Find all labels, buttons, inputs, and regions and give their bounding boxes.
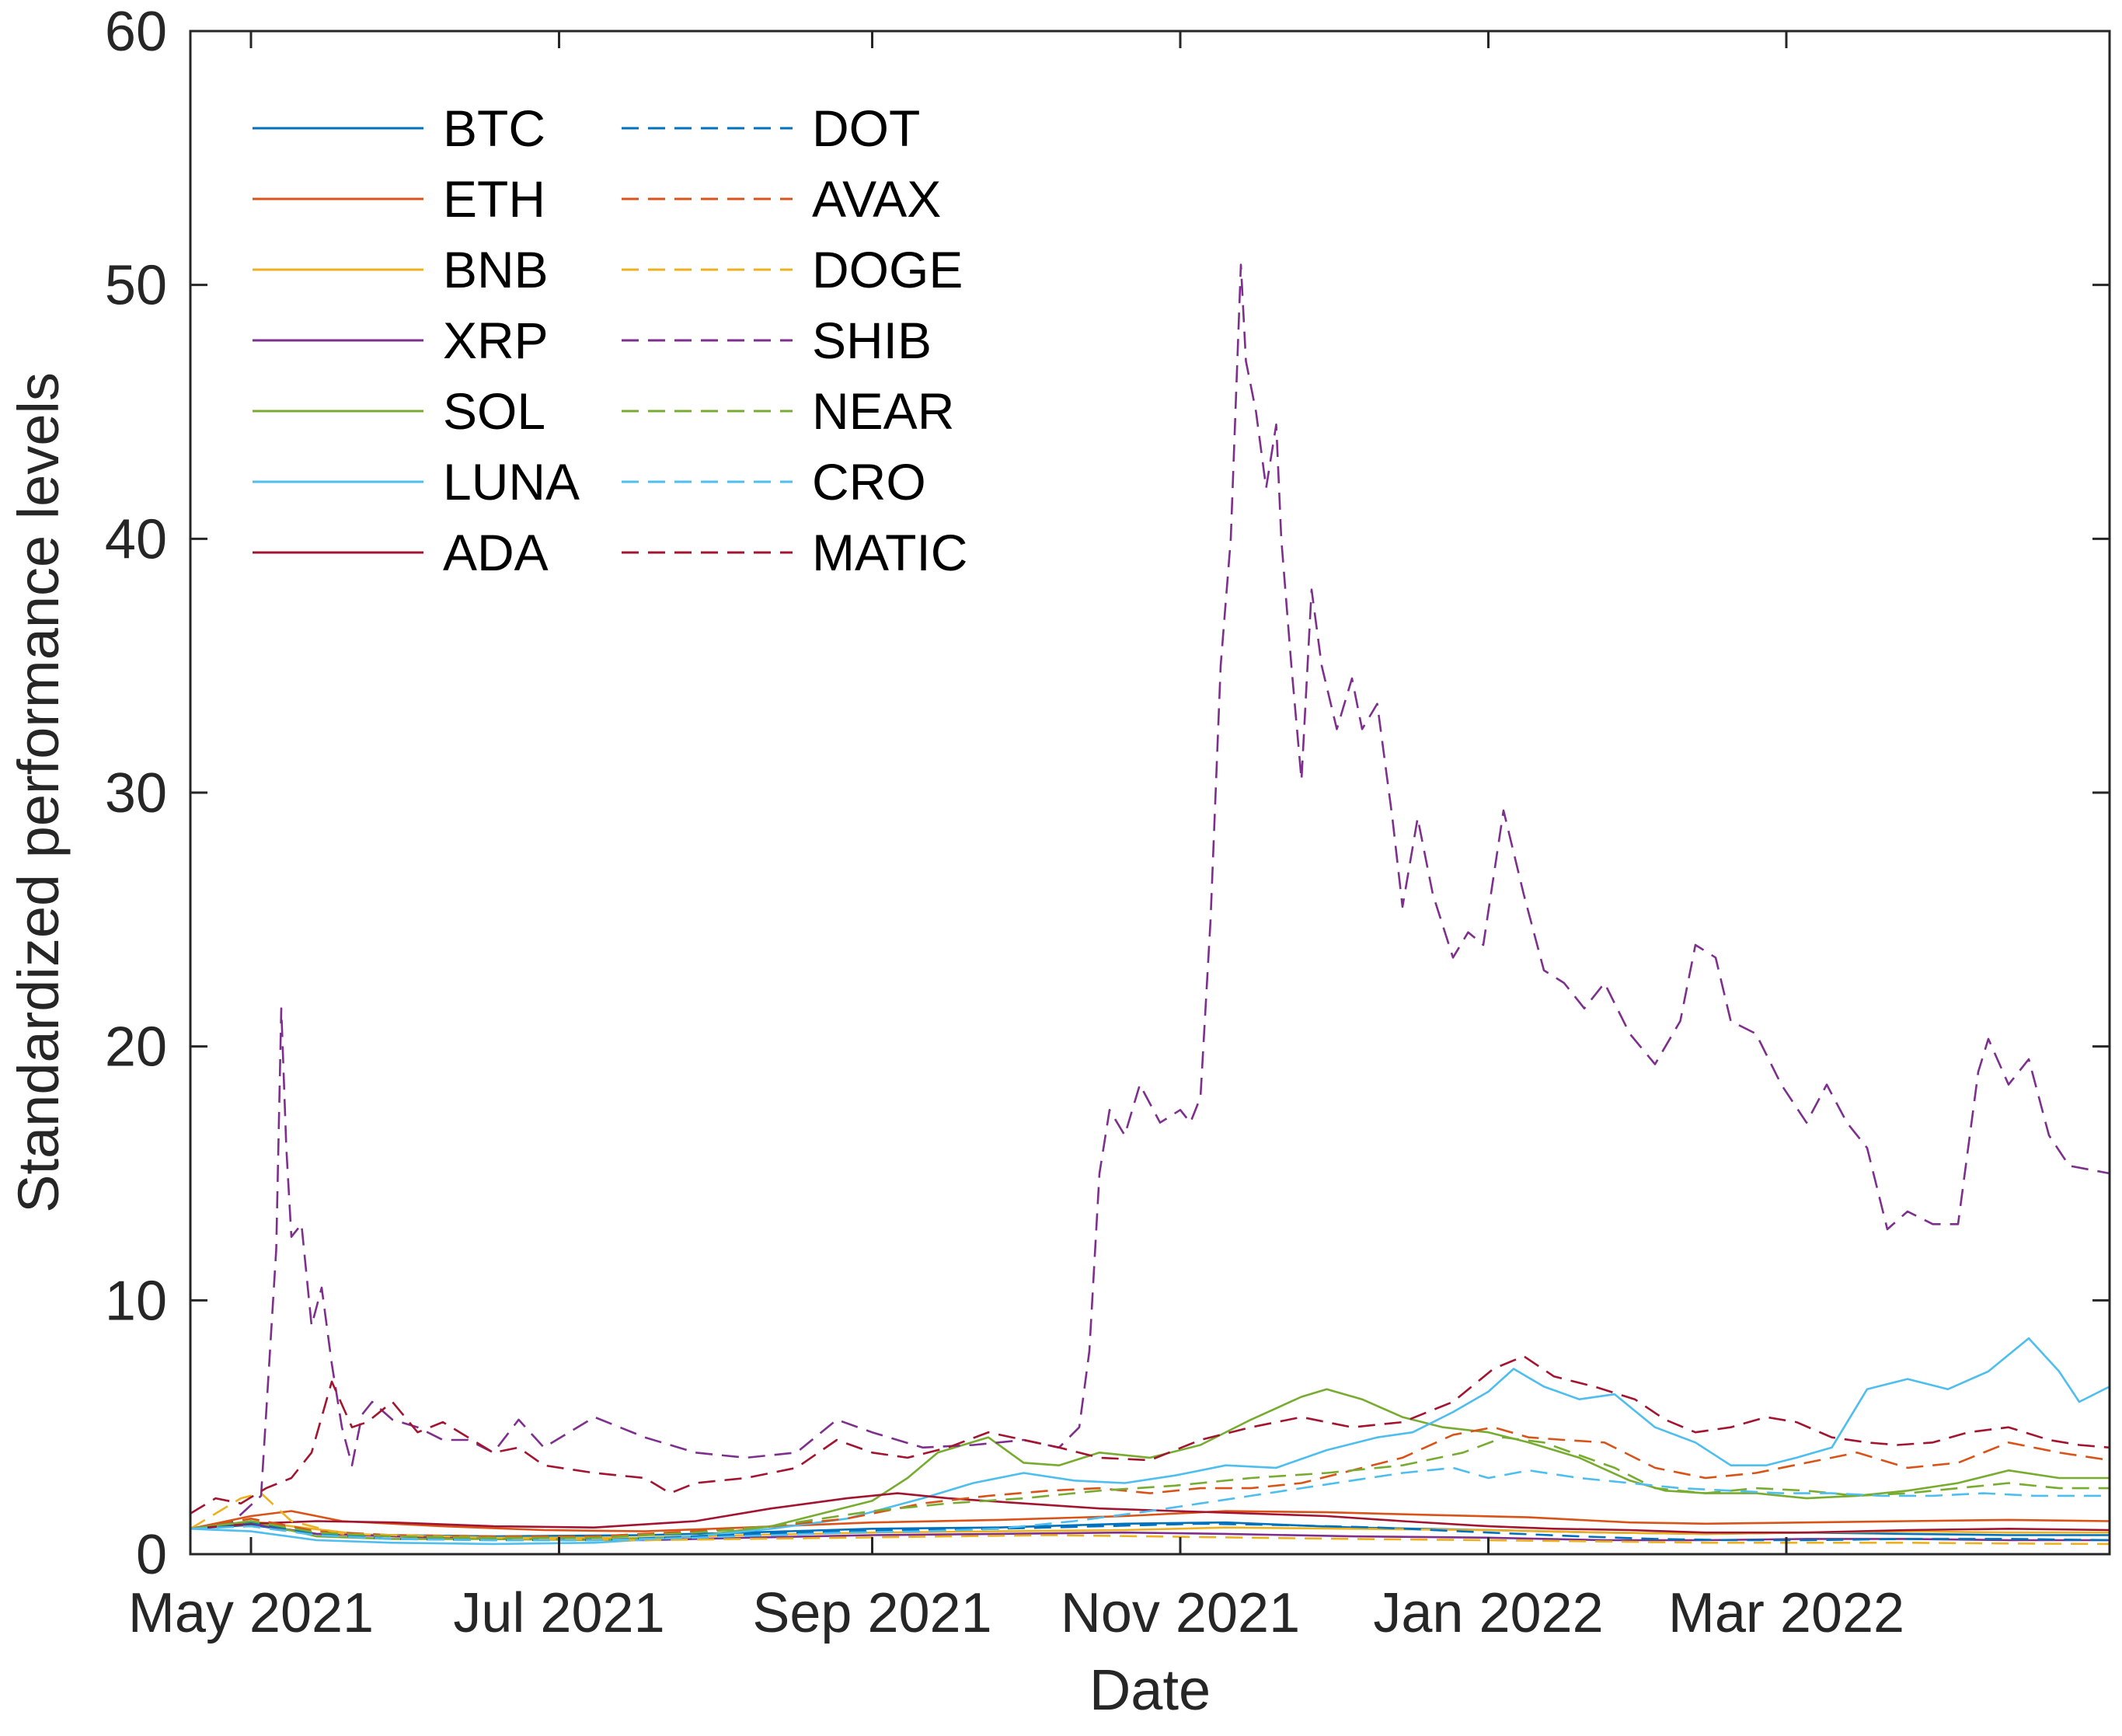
y-axis-ticks: 0 10 20 30 40 50 60 — [105, 1, 2110, 1586]
x-axis-title: Date — [1089, 1658, 1211, 1722]
x-tick-label: May 2021 — [128, 1582, 374, 1644]
legend-label-xrp: XRP — [443, 312, 549, 369]
x-axis-ticks: May 2021 Jul 2021 Sep 2021 Nov 2021 Jan 2022… — [128, 31, 1904, 1644]
series-line-xrp — [190, 1522, 2110, 1542]
series-line-ada — [190, 1492, 2110, 1534]
legend-label-near: NEAR — [812, 382, 954, 440]
y-tick-label: 20 — [105, 1016, 167, 1079]
legend-label-ada: ADA — [443, 524, 549, 581]
x-tick-label: Jul 2021 — [453, 1582, 664, 1644]
legend-label-cro: CRO — [812, 453, 926, 511]
x-tick-label: Mar 2022 — [1668, 1582, 1904, 1644]
legend-label-bnb: BNB — [443, 241, 549, 298]
legend-label-shib: SHIB — [812, 312, 932, 369]
legend-label-doge: DOGE — [812, 241, 963, 298]
legend-label-eth: ETH — [443, 170, 545, 228]
series-line-matic — [190, 1354, 2110, 1515]
legend-label-sol: SOL — [443, 382, 545, 440]
series-line-shib — [190, 263, 2110, 1530]
y-tick-label: 0 — [136, 1524, 167, 1586]
y-tick-label: 60 — [105, 1, 167, 63]
series-line-luna — [190, 1337, 2110, 1546]
y-tick-label: 40 — [105, 508, 167, 570]
legend: BTC ETH BNB XRP SOL LUNA ADA DOT AVAX DOGE SHIB NEA… — [253, 99, 967, 581]
x-tick-label: Jan 2022 — [1373, 1582, 1603, 1644]
legend-label-avax: AVAX — [812, 170, 941, 228]
series-line-avax — [190, 1426, 2110, 1538]
y-tick-label: 50 — [105, 255, 167, 317]
x-tick-label: Sep 2021 — [752, 1582, 991, 1644]
y-tick-label: 30 — [105, 762, 167, 824]
series-line-cro — [190, 1466, 2110, 1542]
y-axis-title: Standardized performance levels — [6, 372, 71, 1213]
legend-label-dot: DOT — [812, 99, 920, 157]
y-tick-label: 10 — [105, 1270, 167, 1332]
legend-label-matic: MATIC — [812, 524, 967, 581]
x-tick-label: Nov 2021 — [1061, 1582, 1300, 1644]
series-line-doge — [190, 1492, 2110, 1546]
plot-series-group — [190, 263, 2110, 1546]
legend-label-luna: LUNA — [443, 453, 580, 511]
legend-label-btc: BTC — [443, 99, 545, 157]
